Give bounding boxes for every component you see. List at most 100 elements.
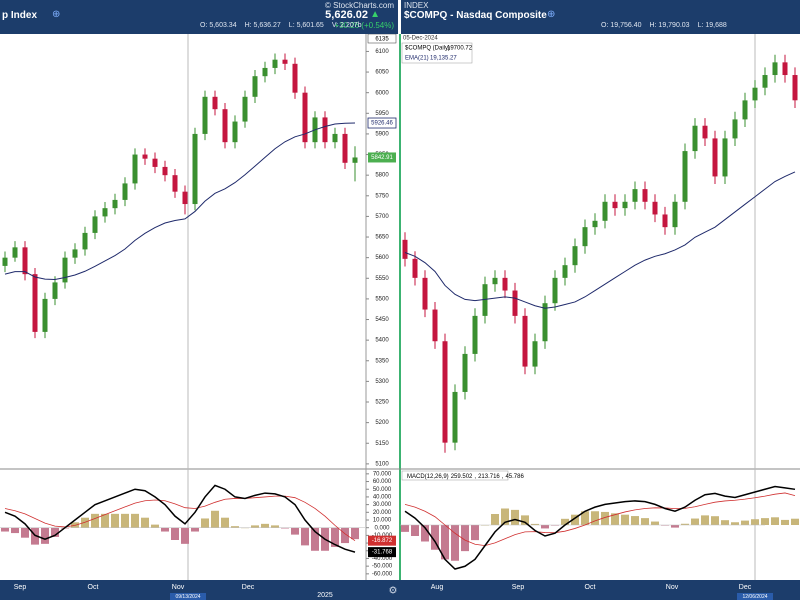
x-tick-label: Sep bbox=[14, 584, 27, 591]
histogram-bar bbox=[761, 518, 769, 525]
histogram-bar bbox=[151, 524, 159, 528]
candle-body bbox=[422, 277, 428, 310]
candle-body bbox=[782, 62, 788, 76]
right-header: INDEX $COMPQ - Nasdaq Composite ⊕ O: 19,… bbox=[401, 0, 800, 34]
close-last-label: 5842.91 bbox=[371, 155, 393, 161]
histogram-bar bbox=[41, 527, 49, 544]
legend-value: 19700.72 bbox=[447, 46, 473, 52]
ohlv: O: 19,756.40 H: 19,790.03 L: 19,688 bbox=[601, 22, 735, 29]
candle-body bbox=[412, 258, 418, 278]
ohlv-value: H: 19,790.03 bbox=[649, 22, 690, 29]
histogram-bar bbox=[681, 523, 689, 525]
histogram-bar bbox=[771, 517, 779, 525]
candle-body bbox=[442, 341, 448, 443]
histogram-bar bbox=[141, 517, 149, 528]
candle-body bbox=[552, 277, 558, 304]
candle-body bbox=[462, 353, 468, 392]
ema-line bbox=[4, 122, 356, 281]
candle-body bbox=[502, 277, 508, 291]
candle-body bbox=[432, 309, 438, 342]
candle-body bbox=[262, 67, 268, 77]
histogram-bar bbox=[611, 513, 619, 525]
candle-body bbox=[282, 59, 288, 64]
watermark: © StockCharts.com bbox=[324, 1, 394, 10]
histogram-bar bbox=[701, 515, 709, 525]
histogram-bar bbox=[541, 525, 549, 529]
candle-body bbox=[12, 247, 18, 258]
legend-ema-name: EMA(21) bbox=[405, 56, 429, 62]
macd-legend: MACD(12,26,9) 259.502, 213.716, 45.786 bbox=[407, 474, 524, 480]
histogram-bar bbox=[511, 509, 519, 525]
candle-body bbox=[72, 249, 78, 258]
histogram-bar bbox=[721, 520, 729, 525]
candle-body bbox=[112, 199, 118, 209]
histogram-bar bbox=[401, 525, 409, 532]
histogram-bar bbox=[581, 511, 589, 525]
y-tick-label: 5250 bbox=[375, 400, 389, 406]
candle-body bbox=[42, 298, 48, 332]
histogram-bar bbox=[491, 514, 499, 525]
ema-last-label: 5926.46 bbox=[371, 121, 393, 127]
candle-body bbox=[342, 133, 348, 163]
candle-body bbox=[752, 87, 758, 101]
candle-body bbox=[742, 100, 748, 120]
histogram-bar bbox=[161, 527, 169, 532]
histogram-bar bbox=[211, 510, 219, 528]
signal-last-label: -16.872 bbox=[372, 538, 393, 544]
y-tick-label: 50.000 bbox=[373, 487, 392, 493]
histogram-bar bbox=[261, 523, 269, 528]
x-tick-label: Oct bbox=[88, 584, 99, 591]
ohlv-value: L: 19,688 bbox=[697, 22, 727, 29]
y-tick-label: 5550 bbox=[375, 276, 389, 282]
candle-body bbox=[22, 247, 28, 275]
macd-line bbox=[404, 485, 796, 570]
histogram-bar bbox=[91, 513, 99, 528]
x-tick-label: Sep bbox=[512, 584, 525, 591]
candle-body bbox=[92, 216, 98, 233]
candle-body bbox=[302, 92, 308, 143]
histogram-bar bbox=[471, 525, 479, 541]
histogram-bar bbox=[341, 527, 349, 544]
candle-body bbox=[472, 315, 478, 354]
candle-body bbox=[482, 284, 488, 316]
y-tick-label: 10.000 bbox=[373, 518, 392, 524]
histogram-bar bbox=[21, 527, 29, 538]
candle-body bbox=[172, 175, 178, 192]
histogram-bar bbox=[651, 521, 659, 525]
x-tick-label: Oct bbox=[585, 584, 596, 591]
info-icon[interactable]: ⊕ bbox=[52, 9, 61, 20]
legend-signal: 213.716 bbox=[478, 474, 500, 480]
histogram-bar bbox=[741, 520, 749, 525]
macd-line bbox=[4, 484, 356, 553]
last-price: 5,626.02 bbox=[325, 9, 368, 21]
axis-max-label: 6135 bbox=[375, 37, 389, 43]
crosshair-date: 12/06/2024 bbox=[742, 594, 767, 600]
legend-separator: , bbox=[502, 474, 504, 480]
histogram-bar bbox=[551, 525, 559, 526]
settings-icon[interactable]: ⚙ bbox=[389, 586, 398, 597]
candle-body bbox=[532, 341, 538, 367]
signal-box bbox=[368, 535, 396, 546]
y-tick-label: 30.000 bbox=[373, 502, 392, 508]
histogram-bar bbox=[591, 511, 599, 525]
candle-body bbox=[712, 138, 718, 177]
histogram-bar bbox=[641, 518, 649, 525]
histogram-bar bbox=[301, 527, 309, 546]
candle-body bbox=[662, 214, 668, 228]
candle-body bbox=[762, 75, 768, 88]
histogram-bar bbox=[181, 527, 189, 544]
y-tick-label: 5750 bbox=[375, 193, 389, 199]
y-tick-label: 6100 bbox=[375, 49, 389, 55]
candle-body bbox=[492, 277, 498, 285]
histogram-bar bbox=[191, 527, 199, 532]
candle-body bbox=[82, 232, 88, 250]
candle-body bbox=[732, 119, 738, 139]
ema-line bbox=[404, 171, 796, 309]
candle-body bbox=[632, 189, 638, 202]
x-tick-label: Dec bbox=[739, 584, 752, 591]
candle-body bbox=[242, 96, 248, 122]
charts: ⚙ 5100 5150 5200 5250 5300 5350 5400 5450 5500 55… bbox=[0, 34, 800, 600]
y-tick-label: 5950 bbox=[375, 111, 389, 117]
info-icon[interactable]: ⊕ bbox=[547, 9, 556, 20]
histogram-bar bbox=[101, 513, 109, 528]
